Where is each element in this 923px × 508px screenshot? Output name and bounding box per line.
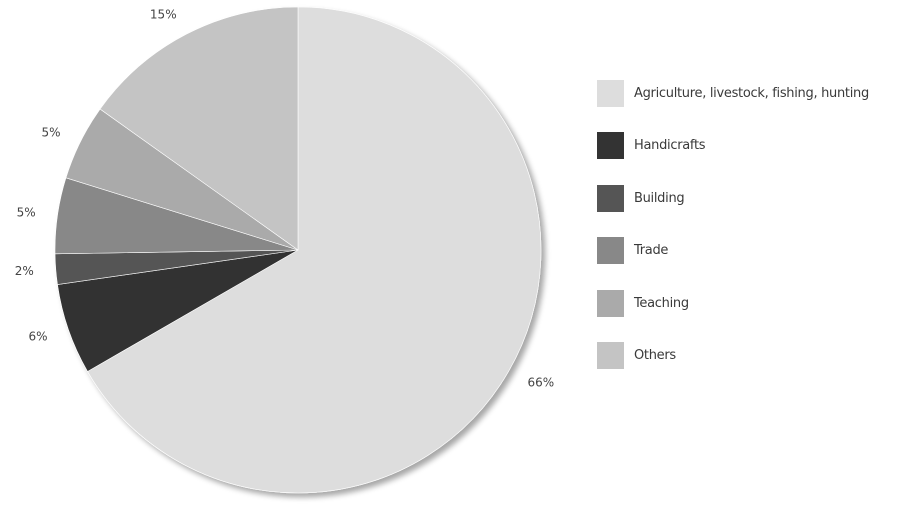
legend-label: Agriculture, livestock, fishing, hunting bbox=[634, 85, 869, 101]
legend-item: Agriculture, livestock, fishing, hunting bbox=[597, 79, 923, 107]
slice-value-label: 6% bbox=[29, 330, 48, 344]
legend-swatch bbox=[597, 237, 624, 264]
legend-swatch bbox=[597, 79, 624, 107]
legend-swatch bbox=[597, 132, 624, 159]
legend-item: Teaching bbox=[597, 289, 923, 317]
legend: Agriculture, livestock, fishing, hunting… bbox=[597, 79, 923, 395]
pie-slice-labels: 66% 6% 2% 5% 5% 15% bbox=[15, 8, 554, 390]
pie-slices bbox=[54, 6, 542, 494]
pie-slice bbox=[99, 6, 299, 251]
legend-item: Building bbox=[597, 184, 923, 212]
legend-label: Handicrafts bbox=[634, 138, 706, 153]
legend-label: Trade bbox=[634, 243, 669, 258]
legend-item: Others bbox=[597, 342, 923, 369]
slice-value-label: 15% bbox=[150, 8, 177, 22]
legend-swatch bbox=[597, 289, 624, 317]
legend-label: Others bbox=[634, 348, 676, 363]
pie-slice bbox=[87, 6, 542, 494]
legend-swatch bbox=[597, 342, 624, 369]
legend-swatch bbox=[597, 184, 624, 212]
legend-label: Building bbox=[634, 190, 685, 206]
slice-value-label: 66% bbox=[528, 376, 555, 390]
legend-item: Trade bbox=[597, 237, 923, 264]
slice-value-label: 5% bbox=[17, 205, 36, 219]
legend-label: Teaching bbox=[634, 295, 689, 311]
legend-item: Handicrafts bbox=[597, 132, 923, 159]
slice-value-label: 2% bbox=[15, 264, 34, 278]
slice-value-label: 5% bbox=[42, 125, 61, 139]
